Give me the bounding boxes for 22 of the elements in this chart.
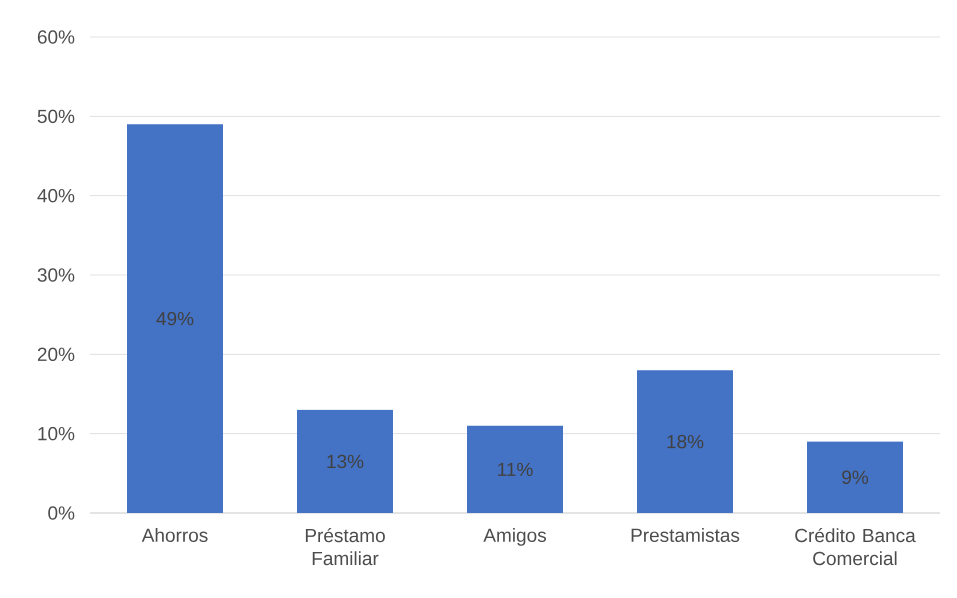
- x-tick-label: Prestamistas: [632, 528, 740, 542]
- data-label: 18%: [667, 434, 704, 448]
- y-tick-label: 20%: [38, 348, 74, 362]
- bar: [467, 426, 563, 513]
- data-label: 49%: [156, 312, 194, 326]
- bar: [637, 370, 733, 513]
- x-tick-label: Amigos: [483, 528, 546, 546]
- data-label: 9%: [842, 470, 868, 484]
- y-tick-label: 50%: [38, 110, 74, 124]
- x-tick-label: Crédito Banca Comercial: [795, 528, 916, 566]
- data-label: 13%: [327, 454, 364, 468]
- data-label: 11%: [498, 462, 533, 476]
- x-tick-label: Préstamo Familiar: [306, 528, 385, 566]
- y-tick-label: 60%: [38, 30, 74, 44]
- y-tick-label: 0%: [48, 506, 74, 520]
- bar: [297, 410, 393, 513]
- y-tick-label: 30%: [38, 268, 74, 282]
- bar: [127, 124, 223, 513]
- bar: [807, 442, 903, 513]
- y-tick-label: 40%: [37, 188, 74, 202]
- x-tick-label: Ahorros: [142, 528, 208, 542]
- y-tick-label: 10%: [38, 426, 74, 440]
